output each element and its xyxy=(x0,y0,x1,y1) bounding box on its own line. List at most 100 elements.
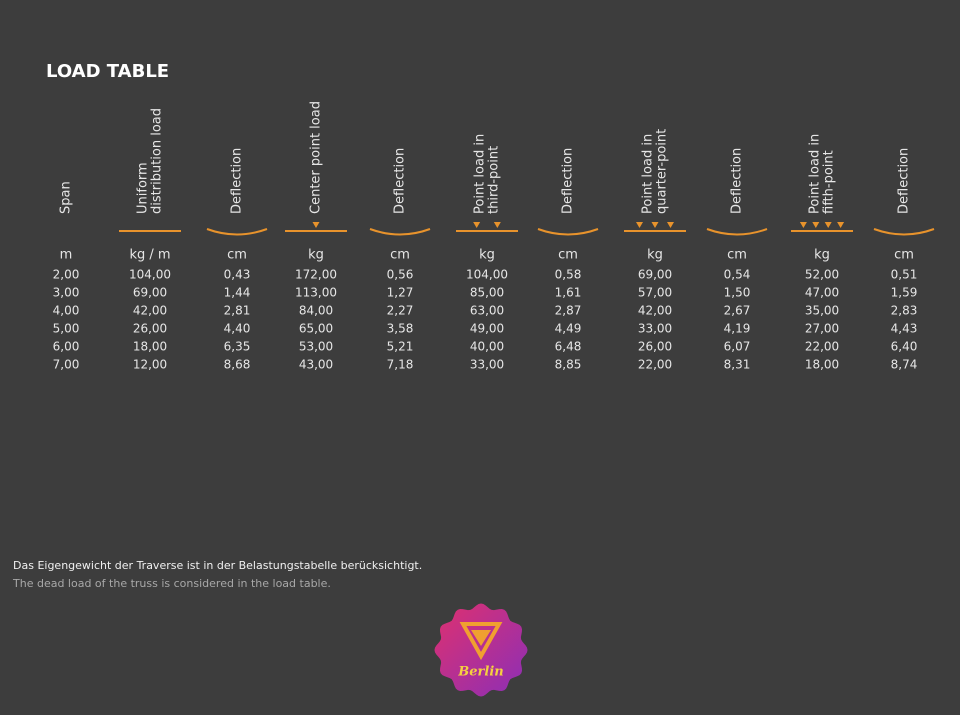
load-arrow xyxy=(824,222,832,228)
cell: 2,87 xyxy=(555,304,582,318)
cell: 42,00 xyxy=(638,304,672,318)
deflection-icon xyxy=(706,228,768,236)
unit: kg / m xyxy=(129,248,170,263)
cell: 3,00 xyxy=(53,286,80,300)
unit: kg xyxy=(814,248,830,263)
cell: 8,31 xyxy=(724,358,751,372)
load-arrow xyxy=(493,222,501,228)
cell: 4,00 xyxy=(53,304,80,318)
column-header: Deflection xyxy=(730,148,745,214)
unit: kg xyxy=(479,248,495,263)
cell: 0,43 xyxy=(224,268,251,282)
load-arrow xyxy=(837,222,845,228)
note-de: Das Eigengewicht der Traverse ist in der… xyxy=(13,559,422,572)
cell: 6,35 xyxy=(224,340,251,354)
cell: 84,00 xyxy=(299,304,333,318)
column-header: Span xyxy=(59,181,74,214)
column-header: third-point xyxy=(487,146,502,214)
cell: 104,00 xyxy=(129,268,171,282)
cell: 4,19 xyxy=(724,322,751,336)
cell: 63,00 xyxy=(470,304,504,318)
cell: 6,07 xyxy=(724,340,751,354)
unit: cm xyxy=(727,248,747,263)
cell: 104,00 xyxy=(466,268,508,282)
cell: 2,81 xyxy=(224,304,251,318)
cell: 33,00 xyxy=(638,322,672,336)
title: LOAD TABLE xyxy=(46,61,169,82)
note-en: The dead load of the truss is considered… xyxy=(12,577,331,590)
cell: 113,00 xyxy=(295,286,337,300)
cell: 172,00 xyxy=(295,268,337,282)
column-header: Deflection xyxy=(897,148,912,214)
cell: 0,54 xyxy=(724,268,751,282)
load-arrow xyxy=(667,222,674,228)
cell: 7,18 xyxy=(387,358,414,372)
cell: 8,74 xyxy=(891,358,918,372)
cell: 2,27 xyxy=(387,304,414,318)
column-header: Point load in xyxy=(473,134,488,214)
load-arrow xyxy=(473,222,481,228)
cell: 69,00 xyxy=(638,268,672,282)
cell: 18,00 xyxy=(133,340,167,354)
column-header: fifth-point xyxy=(822,150,837,214)
cell: 47,00 xyxy=(805,286,839,300)
cell: 43,00 xyxy=(299,358,333,372)
cell: 85,00 xyxy=(470,286,504,300)
cell: 0,51 xyxy=(891,268,918,282)
column-header: distribution load xyxy=(150,108,165,214)
cell: 7,00 xyxy=(53,358,80,372)
cell: 26,00 xyxy=(133,322,167,336)
deflection-icon xyxy=(369,228,431,236)
column-header: quarter-point xyxy=(655,129,670,214)
unit: m xyxy=(60,248,73,263)
column-header: Deflection xyxy=(393,148,408,214)
unit: cm xyxy=(390,248,410,263)
load-arrow xyxy=(651,222,659,228)
column-header: Uniform xyxy=(136,162,151,214)
deflection-icon xyxy=(206,228,268,236)
cell: 1,50 xyxy=(724,286,751,300)
deflection-icon xyxy=(537,228,599,236)
cell: 5,00 xyxy=(53,322,80,336)
cell: 42,00 xyxy=(133,304,167,318)
cell: 22,00 xyxy=(638,358,672,372)
load-arrow xyxy=(812,222,820,228)
column-header: Deflection xyxy=(561,148,576,214)
cell: 0,56 xyxy=(387,268,414,282)
cell: 5,21 xyxy=(387,340,414,354)
cell: 4,40 xyxy=(224,322,251,336)
logo-mark-inner xyxy=(471,630,491,646)
cell: 1,44 xyxy=(224,286,251,300)
cell: 4,49 xyxy=(555,322,582,336)
unit: cm xyxy=(894,248,914,263)
cell: 57,00 xyxy=(638,286,672,300)
cell: 2,83 xyxy=(891,304,918,318)
cell: 52,00 xyxy=(805,268,839,282)
cell: 35,00 xyxy=(805,304,839,318)
logo-text: Berlin xyxy=(457,665,503,680)
cell: 33,00 xyxy=(470,358,504,372)
cell: 6,48 xyxy=(555,340,582,354)
cell: 65,00 xyxy=(299,322,333,336)
column-header: Point load in xyxy=(808,134,823,214)
cell: 26,00 xyxy=(638,340,672,354)
cell: 12,00 xyxy=(133,358,167,372)
cell: 27,00 xyxy=(805,322,839,336)
cell: 49,00 xyxy=(470,322,504,336)
cell: 0,58 xyxy=(555,268,582,282)
cell: 8,85 xyxy=(555,358,582,372)
cell: 53,00 xyxy=(299,340,333,354)
unit: cm xyxy=(558,248,578,263)
load-arrow xyxy=(312,222,320,228)
column-header: Point load in xyxy=(641,134,656,214)
cell: 1,27 xyxy=(387,286,414,300)
logo-badge xyxy=(434,603,528,697)
cell: 40,00 xyxy=(470,340,504,354)
unit: cm xyxy=(227,248,247,263)
unit: kg xyxy=(308,248,324,263)
cell: 1,61 xyxy=(555,286,582,300)
deflection-icon xyxy=(873,228,935,236)
cell: 69,00 xyxy=(133,286,167,300)
